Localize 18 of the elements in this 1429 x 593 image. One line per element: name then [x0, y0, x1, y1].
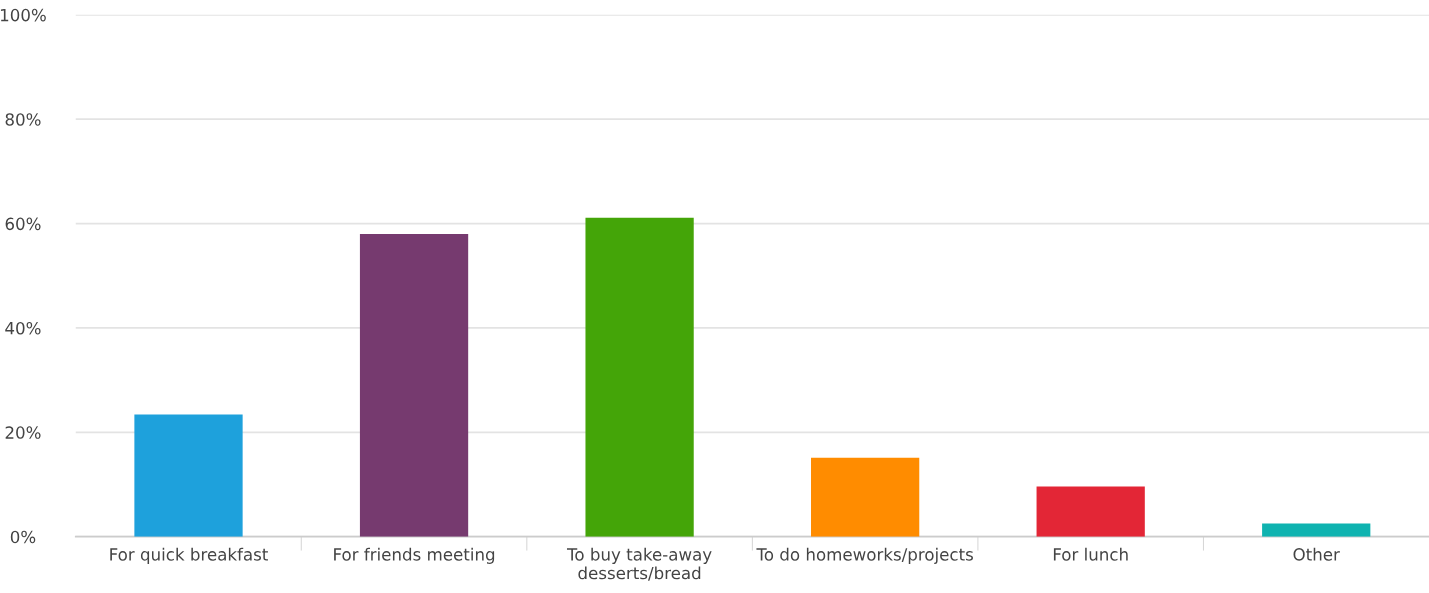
bar: [811, 457, 920, 537]
x-tick-label: For friends meeting: [334, 547, 495, 564]
bar: [134, 414, 243, 537]
y-tick-label: 40%: [5, 321, 41, 335]
bar: [585, 217, 694, 537]
x-tick-label: To buy take-away desserts/bread: [566, 547, 712, 581]
bar: [359, 234, 469, 537]
bar: [1036, 486, 1145, 537]
y-tick-label: 0%: [10, 530, 36, 544]
x-tick-label: To do homeworks/projects: [756, 547, 973, 564]
x-tick-label: Other: [1293, 547, 1340, 561]
y-tick-label: 60%: [5, 217, 41, 231]
x-tick-label: For quick breakfast: [110, 547, 268, 564]
bar: [1262, 523, 1371, 537]
y-tick-label: 100%: [0, 8, 46, 22]
y-tick-label: 20%: [5, 426, 41, 439]
y-tick-label: 80%: [5, 113, 41, 126]
x-tick-label: For lunch: [1053, 547, 1128, 561]
